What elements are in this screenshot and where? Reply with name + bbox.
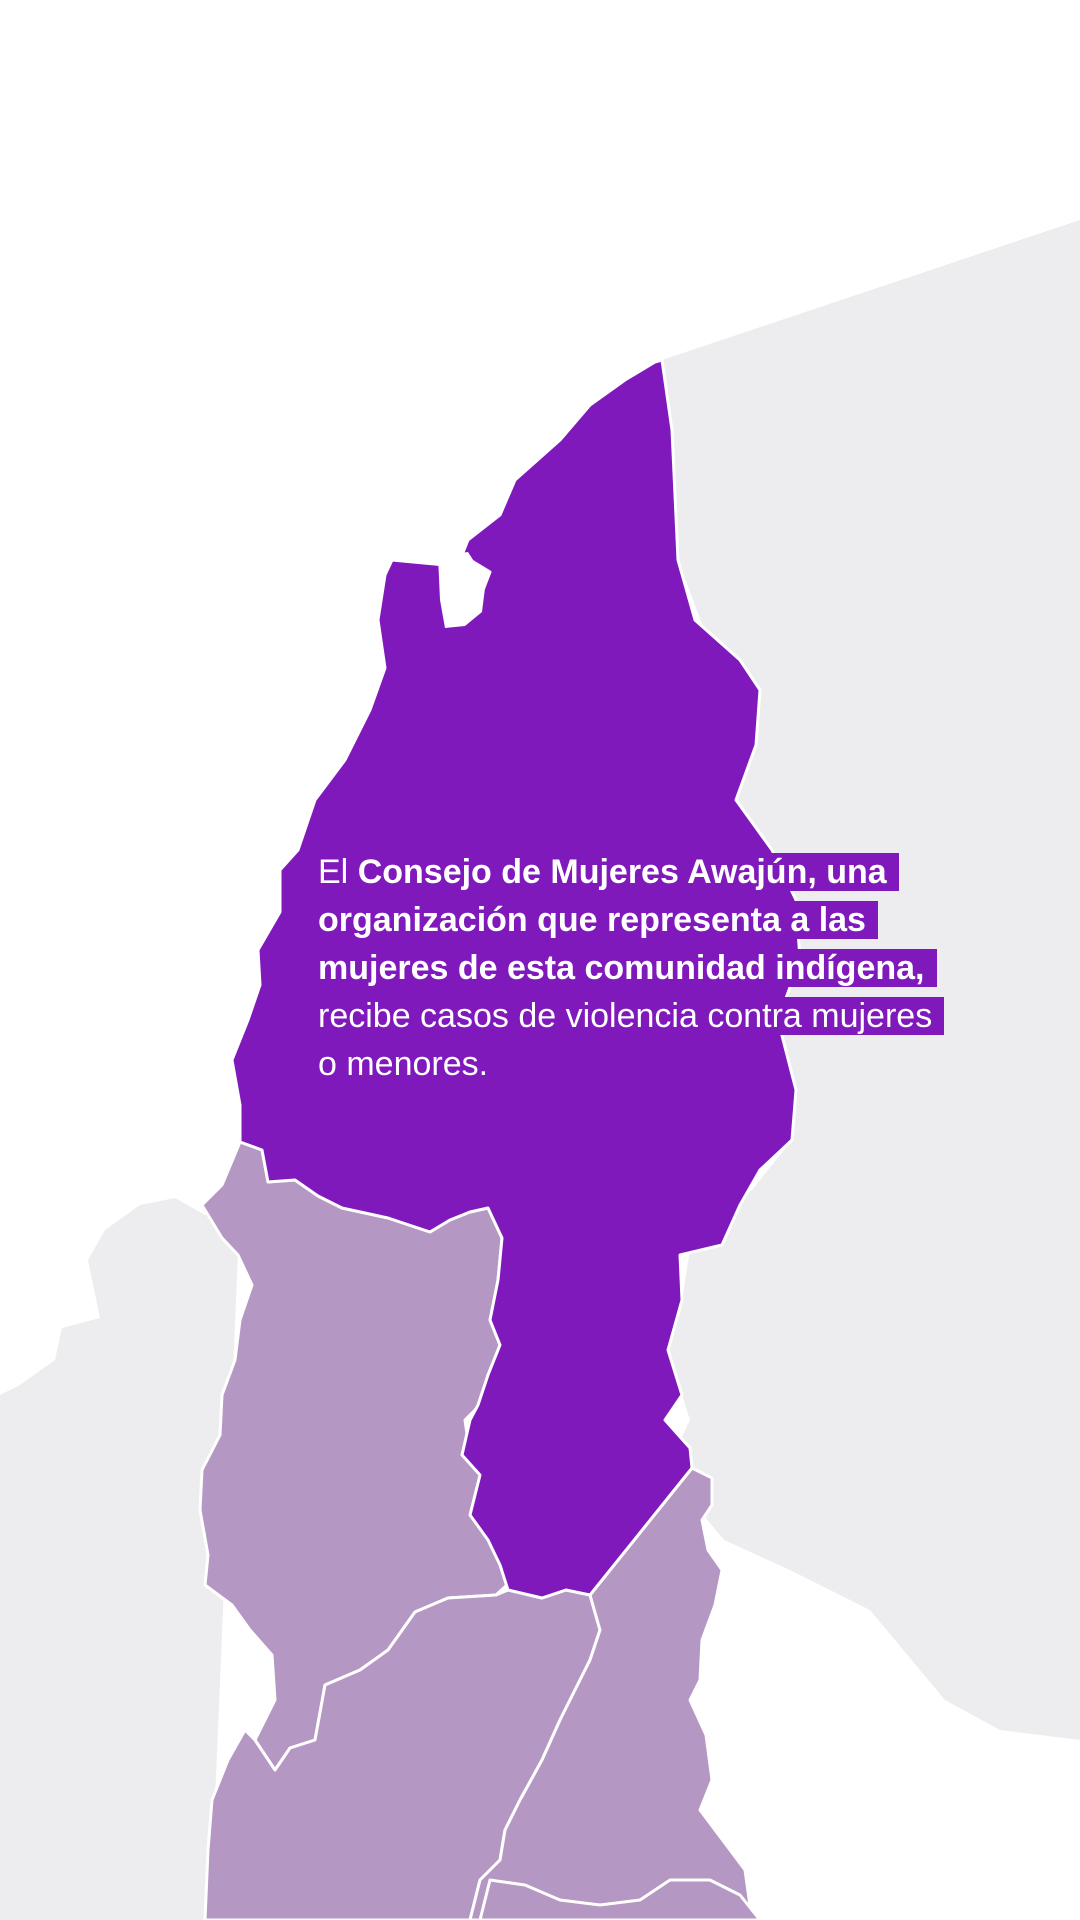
caption-lead: El (318, 853, 358, 891)
caption-bold: Consejo de Mujeres Awajún, una organizac… (318, 853, 925, 987)
outside-land-east (662, 220, 1080, 1920)
region-notch (438, 552, 486, 628)
neighbor-region-bottom-small (478, 1878, 762, 1920)
outside-land-southwest (0, 1198, 240, 1920)
caption-rest: recibe casos de violencia contra mujeres… (318, 997, 933, 1083)
map-caption: El Consejo de Mujeres Awajún, una organi… (306, 848, 945, 1088)
neighbor-region-southeast (468, 1466, 754, 1920)
